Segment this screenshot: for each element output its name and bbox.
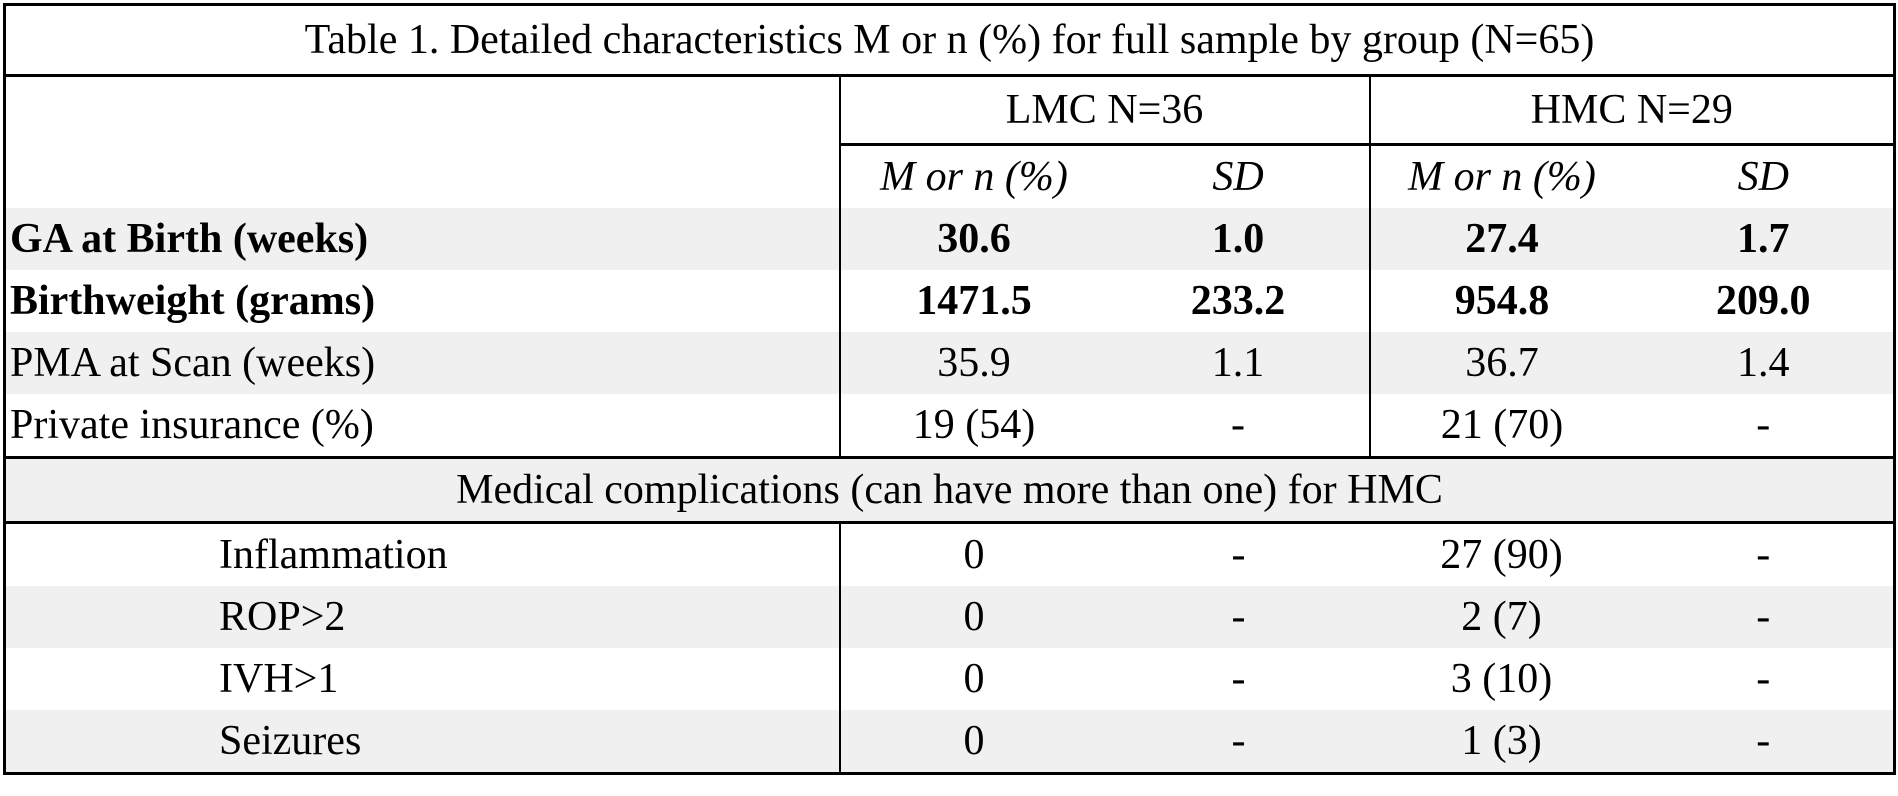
group-header-hmc: HMC N=29	[1368, 75, 1896, 146]
table-row: Seizures 0 - 1 (3) -	[3, 710, 1896, 775]
lmc-sd-cell: -	[1107, 394, 1370, 459]
complication-label: IVH>1	[3, 648, 840, 710]
hmc-mean-cell: 2 (7)	[1369, 586, 1634, 648]
hmc-sd-cell: -	[1633, 710, 1896, 775]
lmc-sd-cell: 1.1	[1107, 332, 1370, 394]
empty-header-cell	[3, 75, 840, 208]
subheader-hmc-mean: M or n (%)	[1368, 144, 1634, 208]
table-row: GA at Birth (weeks) 30.6 1.0 27.4 1.7	[3, 208, 1896, 270]
hmc-sd-cell: -	[1633, 522, 1896, 586]
hmc-sd-cell: -	[1633, 586, 1896, 648]
table-row: PMA at Scan (weeks) 35.9 1.1 36.7 1.4	[3, 332, 1896, 394]
lmc-mean-cell: 30.6	[838, 208, 1108, 270]
hmc-mean-cell: 21 (70)	[1368, 394, 1634, 459]
group-header-lmc: LMC N=36	[838, 75, 1370, 146]
lmc-mean-cell: 35.9	[838, 332, 1108, 394]
lmc-mean-cell: 0	[838, 586, 1108, 648]
lmc-sd-cell: -	[1107, 586, 1370, 648]
lmc-mean-cell: 1471.5	[838, 270, 1108, 332]
lmc-mean-cell: 19 (54)	[838, 394, 1108, 459]
subheader-lmc-sd: SD	[1212, 154, 1264, 200]
table-row: IVH>1 0 - 3 (10) -	[3, 648, 1896, 710]
complication-label: Seizures	[3, 710, 840, 775]
hmc-mean-cell: 1 (3)	[1369, 710, 1634, 775]
lmc-mean-cell: 0	[838, 710, 1108, 775]
section-title: Medical complications (can have more tha…	[3, 457, 1896, 524]
row-label: PMA at Scan (weeks)	[3, 332, 840, 394]
table-row: ROP>2 0 - 2 (7) -	[3, 586, 1896, 648]
lmc-sd-cell: -	[1231, 532, 1246, 578]
group-header-row: LMC N=36 HMC N=29	[3, 75, 1896, 208]
subheader-lmc-mean: M or n (%)	[838, 144, 1108, 208]
table-row: Inflammation 0 - 27 (90) -	[3, 522, 1896, 586]
subheader-row: M or n (%) SD M or n (%) SD	[5, 144, 1896, 208]
row-label: Birthweight (grams)	[3, 270, 840, 332]
lmc-sd-cell: -	[1107, 710, 1370, 775]
hmc-mean-cell: 36.7	[1368, 332, 1634, 394]
characteristics-table: Table 1. Detailed characteristics M or n…	[3, 3, 1896, 775]
lmc-mean-cell: 0	[838, 522, 1108, 586]
complication-label: Inflammation	[3, 522, 840, 586]
hmc-sd-cell: 1.7	[1633, 208, 1896, 270]
table-row: Birthweight (grams) 1471.5 233.2 954.8 2…	[3, 270, 1896, 332]
row-label: GA at Birth (weeks)	[3, 208, 840, 270]
lmc-sd-cell: 1.0	[1107, 208, 1370, 270]
hmc-sd-cell: -	[1633, 648, 1896, 710]
section-title-row: Medical complications (can have more tha…	[3, 457, 1896, 524]
lmc-sd-cell: -	[1231, 656, 1246, 702]
row-label: Private insurance (%)	[3, 394, 840, 459]
hmc-mean-cell: 3 (10)	[1450, 656, 1553, 702]
hmc-sd-cell: 209.0	[1633, 270, 1896, 332]
lmc-sd-cell: 233.2	[1190, 278, 1286, 324]
hmc-mean-cell: 27 (90)	[1440, 532, 1563, 578]
hmc-mean-cell: 27.4	[1368, 208, 1634, 270]
table-row: Private insurance (%) 19 (54) - 21 (70) …	[3, 394, 1896, 459]
lmc-mean-cell: 0	[838, 648, 1108, 710]
table-caption-row: Table 1. Detailed characteristics M or n…	[3, 3, 1896, 77]
hmc-mean-cell: 954.8	[1368, 270, 1634, 332]
complication-label: ROP>2	[3, 586, 840, 648]
hmc-sd-cell: 1.4	[1633, 332, 1896, 394]
hmc-sd-cell: -	[1633, 394, 1896, 459]
subheader-hmc-sd: SD	[1633, 144, 1896, 208]
table-caption: Table 1. Detailed characteristics M or n…	[3, 3, 1896, 77]
